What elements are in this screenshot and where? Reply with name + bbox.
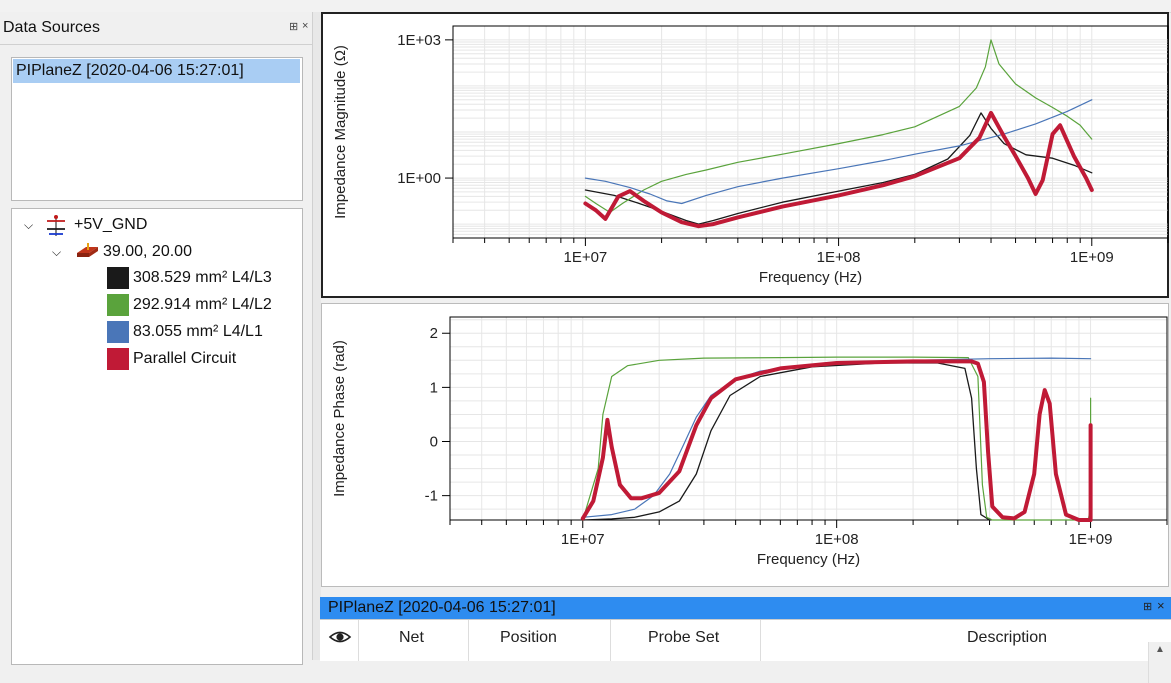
scroll-up-icon[interactable]: ▲ [1155, 644, 1165, 655]
series-line [580, 359, 1093, 522]
probe-table-header: Net Position Probe Set Description ▲ [320, 619, 1171, 683]
y-tick-label: 2 [430, 325, 438, 342]
plot-frame [452, 25, 1169, 239]
y-tick-label: -1 [425, 488, 438, 505]
column-divider[interactable] [468, 620, 469, 661]
pin-icon[interactable]: ⊞ [289, 21, 299, 33]
color-swatch [107, 267, 129, 289]
column-divider[interactable] [358, 620, 359, 661]
x-tick-label: 1E+09 [1069, 531, 1113, 548]
net-label[interactable]: +5V_GND [74, 216, 148, 233]
panel-splitter[interactable] [312, 12, 321, 660]
probe-panel-title: PIPlaneZ [2020-04-06 15:27:01] [328, 599, 556, 616]
plot-frame [449, 316, 1168, 521]
close-icon[interactable]: × [302, 20, 309, 32]
y-tick-label: 0 [430, 434, 438, 451]
color-swatch [107, 348, 129, 370]
probe-location-label[interactable]: 39.00, 20.00 [103, 243, 192, 260]
series-line [582, 362, 991, 521]
data-sources-header: Data Sources ⊞ × [0, 12, 312, 45]
x-tick-label: 1E+09 [1070, 249, 1114, 266]
tree-item-l4-l1[interactable]: 83.055 mm² L4/L1 [133, 323, 263, 340]
color-swatch [107, 294, 129, 316]
eye-icon[interactable] [328, 628, 352, 646]
data-source-list: PIPlaneZ [2020-04-06 15:27:01] [11, 57, 303, 201]
column-description[interactable]: Description [967, 629, 1048, 646]
tree-item-l4-l2[interactable]: 292.914 mm² L4/L2 [133, 296, 272, 313]
panel-title: Data Sources [3, 19, 100, 36]
tree-item-parallel-circuit[interactable]: Parallel Circuit [133, 350, 237, 367]
net-icon [47, 215, 65, 236]
chevron-down-icon[interactable]: ⌵ [52, 245, 62, 259]
y-axis-label: Impedance Magnitude (Ω) [332, 45, 349, 219]
y-tick-label: 1 [430, 379, 438, 396]
tree-item-l4-l3[interactable]: 308.529 mm² L4/L3 [133, 269, 272, 286]
x-tick-label: 1E+07 [561, 531, 605, 548]
impedance-magnitude-chart: 1E+00 1E+03 1E+07 1E+08 1E+09 Frequency (Hz) I… [321, 12, 1169, 298]
probe-panel-header: PIPlaneZ [2020-04-06 15:27:01] ⊞ × [320, 597, 1171, 619]
series-line [584, 39, 1093, 213]
chevron-down-icon[interactable]: ⌵ [24, 218, 34, 232]
color-swatch [107, 321, 129, 343]
column-probe-set[interactable]: Probe Set [648, 629, 720, 646]
x-tick-label: 1E+07 [563, 249, 607, 266]
data-source-item[interactable]: PIPlaneZ [2020-04-06 15:27:01] [13, 59, 300, 83]
x-tick-label: 1E+08 [815, 531, 859, 548]
close-icon[interactable]: × [1157, 598, 1165, 613]
y-axis-label: Impedance Phase (rad) [331, 340, 348, 497]
series-line [584, 99, 1093, 205]
column-divider[interactable] [760, 620, 761, 661]
phase-plot[interactable]: -1 0 1 2 1E+07 1E+08 1E+09 Frequency (Hz) Impeda… [322, 304, 1170, 588]
series-line [582, 356, 1092, 521]
impedance-phase-chart: -1 0 1 2 1E+07 1E+08 1E+09 Frequency (Hz) Impeda… [321, 303, 1169, 587]
probe-panel: PIPlaneZ [2020-04-06 15:27:01] ⊞ × Net P… [320, 597, 1171, 683]
column-net[interactable]: Net [399, 629, 424, 646]
column-position[interactable]: Position [500, 629, 557, 646]
x-axis-label: Frequency (Hz) [759, 269, 862, 286]
vertical-scrollbar[interactable]: ▲ [1148, 642, 1171, 683]
magnitude-plot[interactable]: 1E+00 1E+03 1E+07 1E+08 1E+09 Frequency (Hz) I… [323, 14, 1171, 300]
y-tick-label: 1E+03 [397, 32, 441, 49]
series-line [583, 110, 1094, 229]
probe-location-icon [77, 243, 98, 257]
net-tree: ⌵ +5V_GND ⌵ 39.00, 20.00 308.529 mm² L4/… [11, 208, 303, 665]
x-axis-label: Frequency (Hz) [757, 551, 860, 568]
x-tick-label: 1E+08 [817, 249, 861, 266]
pin-icon[interactable]: ⊞ [1143, 601, 1153, 613]
y-tick-label: 1E+00 [397, 170, 441, 187]
column-divider[interactable] [610, 620, 611, 661]
data-sources-panel: Data Sources ⊞ × PIPlaneZ [2020-04-06 15… [0, 12, 312, 665]
